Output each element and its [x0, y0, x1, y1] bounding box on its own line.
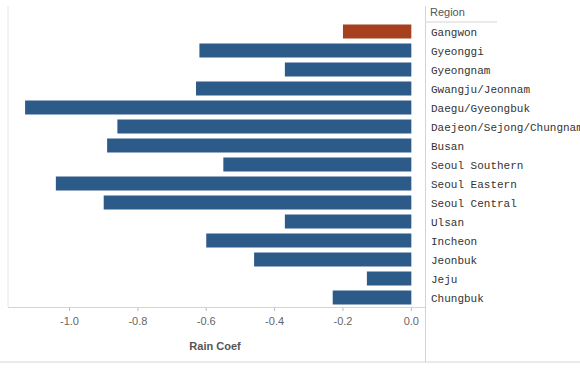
bar: [285, 215, 411, 229]
frame-line: [425, 6, 426, 362]
bar: [107, 139, 411, 153]
header: Region: [430, 6, 465, 18]
bar: [367, 272, 411, 286]
category-label: Seoul Eastern: [431, 179, 517, 191]
category-label: Seoul Southern: [431, 160, 523, 172]
bar: [206, 234, 411, 248]
bar: [285, 63, 411, 77]
bar: [104, 196, 412, 210]
category-label: Gwangju/Jeonnam: [431, 84, 530, 96]
axis-title: Rain Coef: [189, 340, 241, 352]
bar: [196, 82, 411, 96]
frame-line: [0, 362, 580, 363]
x-axis-line: [8, 307, 425, 308]
tick-label: -0.4: [265, 315, 284, 327]
frame-line: [8, 6, 9, 307]
category-label: Daejeon/Sejong/Chungnam: [431, 122, 580, 134]
bar: [56, 177, 411, 191]
tick-label: 0.0: [404, 315, 419, 327]
category-label: Incheon: [431, 236, 477, 248]
bar: [333, 291, 412, 305]
bar: [199, 44, 411, 58]
category-label: Gangwon: [431, 27, 477, 39]
chart: Region -1.0 -0.8 -0.6 -0.4 -0.2 0.0 Rain Coef Ga…: [0, 0, 580, 369]
header-line: [425, 22, 497, 23]
category-label: Chungbuk: [431, 293, 484, 305]
bar: [25, 101, 411, 115]
category-label: Gyeonggi: [431, 46, 484, 58]
bar: [343, 25, 411, 39]
tick-label: -1.0: [60, 315, 79, 327]
category-label: Jeju: [431, 274, 457, 286]
category-label: Seoul Central: [431, 198, 517, 210]
tick-label: -0.6: [197, 315, 216, 327]
bars: [25, 25, 411, 305]
bar: [254, 253, 411, 267]
tick-label: -0.2: [333, 315, 352, 327]
category-label: Jeonbuk: [431, 255, 478, 267]
category-label: Ulsan: [431, 217, 464, 229]
bar: [223, 158, 411, 172]
category-label: Busan: [431, 141, 464, 153]
category-label: Gyeongnam: [431, 65, 491, 77]
bar: [117, 120, 411, 134]
category-label: Daegu/Gyeongbuk: [431, 103, 530, 115]
tick-label: -0.8: [128, 315, 147, 327]
